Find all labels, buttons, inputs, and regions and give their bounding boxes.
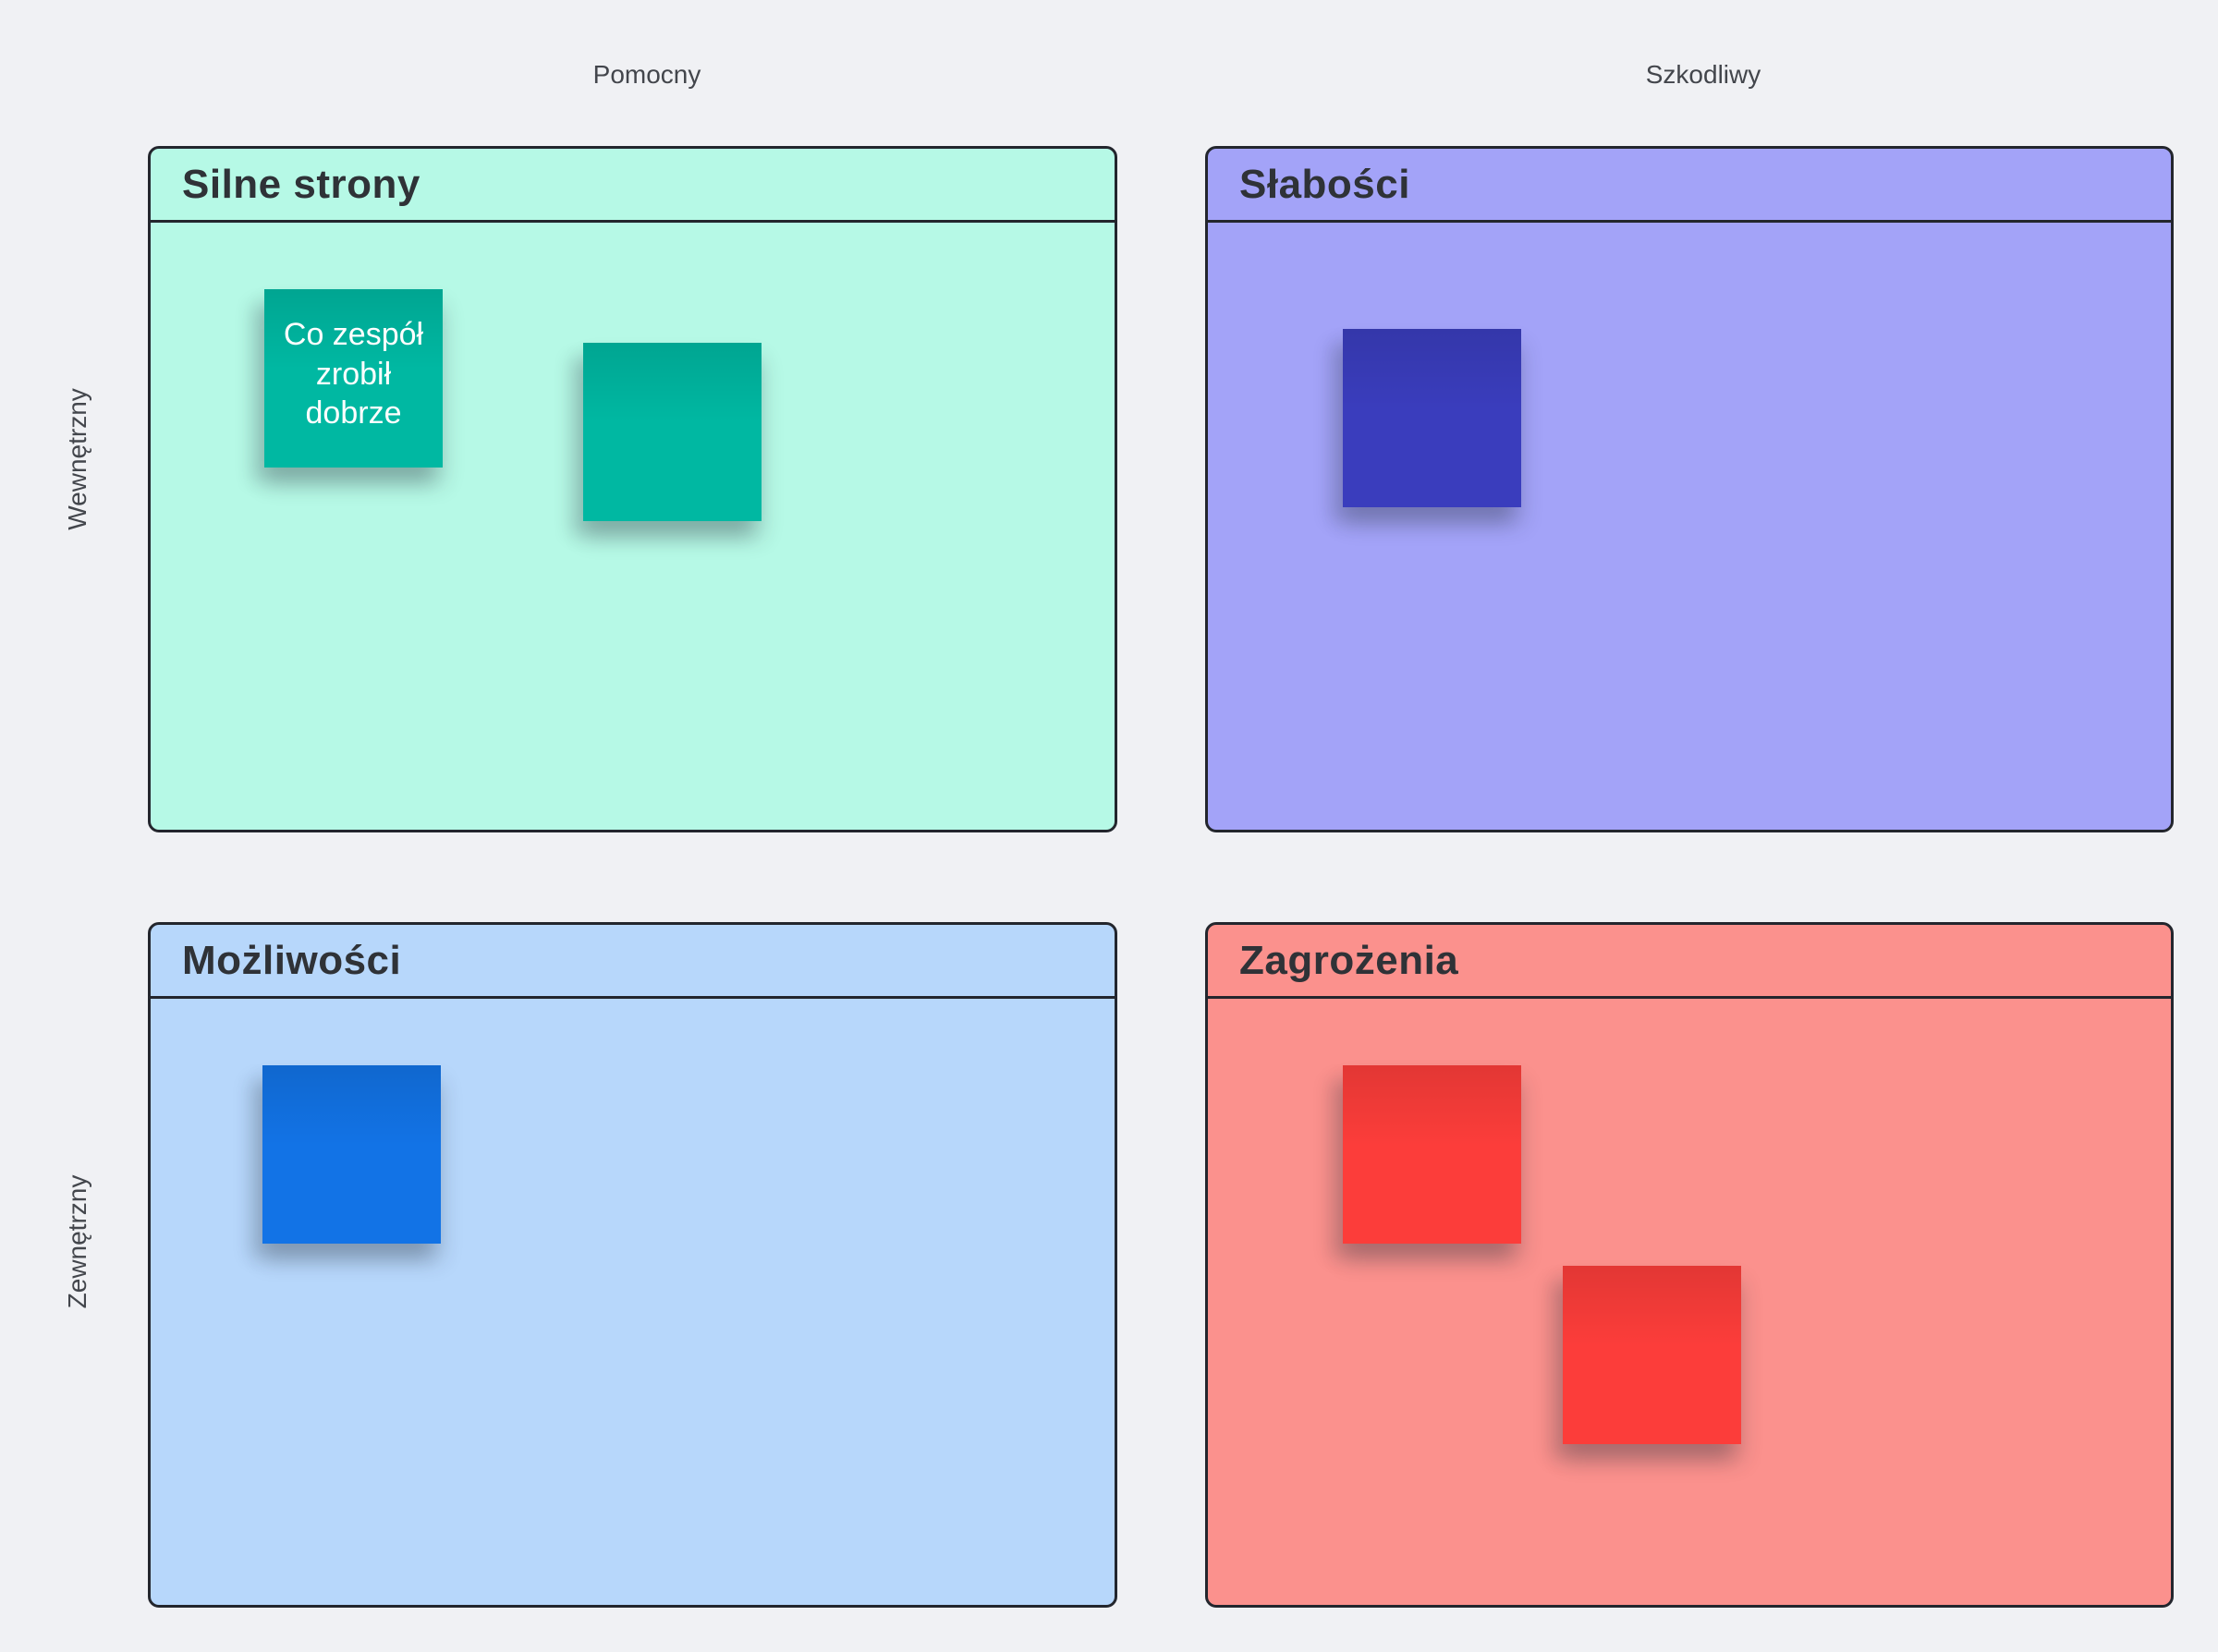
sticky-note-threats-1[interactable] — [1343, 1065, 1521, 1244]
sticky-note-threats-2[interactable] — [1563, 1266, 1741, 1444]
quadrant-strengths-canvas[interactable]: Co zespół zrobił dobrze — [151, 223, 1115, 830]
quadrant-strengths-header: Silne strony — [151, 149, 1115, 223]
quadrant-weaknesses-title: Słabości — [1239, 161, 1410, 207]
sticky-note-strengths-2[interactable] — [583, 343, 762, 521]
sticky-note-text — [1343, 329, 1521, 355]
axis-label-helpful: Pomocny — [592, 60, 701, 89]
axis-label-internal: Wewnętrzny — [63, 388, 91, 530]
sticky-note-opportunities-1[interactable] — [262, 1065, 441, 1244]
sticky-note-text: Co zespół zrobił dobrze — [283, 317, 424, 431]
sticky-note-text — [1343, 1065, 1521, 1091]
sticky-note-text — [1563, 1266, 1741, 1292]
quadrant-threats-title: Zagrożenia — [1239, 937, 1459, 983]
quadrant-weaknesses-canvas[interactable] — [1208, 223, 2171, 830]
sticky-note-weaknesses-1[interactable] — [1343, 329, 1521, 507]
quadrant-strengths: Silne strony Co zespół zrobił dobrze — [148, 146, 1117, 832]
quadrant-threats: Zagrożenia — [1205, 922, 2174, 1608]
quadrant-weaknesses: Słabości — [1205, 146, 2174, 832]
quadrant-weaknesses-header: Słabości — [1208, 149, 2171, 223]
quadrant-threats-header: Zagrożenia — [1208, 925, 2171, 999]
quadrant-opportunities: Możliwości — [148, 922, 1117, 1608]
axis-label-external: Zewnętrzny — [63, 1174, 91, 1309]
axis-label-harmful: Szkodliwy — [1645, 60, 1761, 89]
quadrant-opportunities-canvas[interactable] — [151, 999, 1115, 1605]
quadrant-opportunities-header: Możliwości — [151, 925, 1115, 999]
quadrant-opportunities-title: Możliwości — [182, 937, 402, 983]
sticky-note-text — [583, 343, 762, 369]
quadrant-strengths-title: Silne strony — [182, 161, 420, 207]
sticky-note-text — [262, 1065, 441, 1091]
sticky-note-strengths-1[interactable]: Co zespół zrobił dobrze — [264, 289, 443, 468]
quadrant-threats-canvas[interactable] — [1208, 999, 2171, 1605]
